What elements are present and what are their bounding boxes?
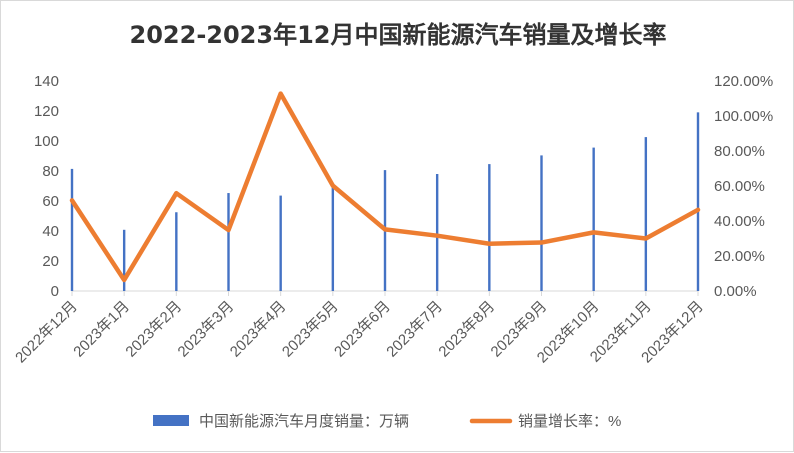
y-right-tick-label: 60.00% — [714, 178, 765, 195]
bar — [696, 112, 700, 291]
x-tick-label: 2023年4月 — [227, 298, 290, 361]
growth-rate-line — [69, 91, 701, 283]
bar — [122, 229, 126, 291]
bar — [175, 212, 178, 291]
y-left-tick-label: 140 — [34, 73, 59, 90]
y-left-tick-label: 40 — [42, 223, 59, 240]
x-tick-label: 2023年3月 — [175, 298, 238, 361]
legend-label-line: 销量增长率：% — [518, 413, 621, 430]
bar — [435, 174, 439, 291]
bar — [227, 193, 230, 291]
chart-title: 2022-2023年12月中国新能源汽车销量及增长率 — [129, 21, 667, 49]
x-tick-label: 2023年2月 — [122, 298, 185, 361]
y-right-tick-label: 0.00% — [714, 283, 757, 300]
bar — [488, 164, 491, 291]
x-tick-label: 2023年1月 — [70, 298, 133, 361]
bar — [279, 195, 282, 291]
bar — [644, 137, 648, 291]
y-left-tick-label: 20 — [42, 253, 59, 270]
y-left-tick-label: 120 — [34, 103, 59, 120]
y-right-tick-label: 100.00% — [714, 108, 773, 125]
x-tick-label: 2023年8月 — [435, 298, 498, 361]
y-left-tick-label: 100 — [34, 133, 59, 150]
x-tick-label: 2023年5月 — [279, 298, 342, 361]
bar — [540, 155, 543, 291]
legend-swatch-bar — [153, 415, 189, 426]
x-tick-label: 2022年12月 — [12, 298, 81, 367]
y-right-tick-label: 40.00% — [714, 213, 765, 230]
y-right-tick-label: 80.00% — [714, 143, 765, 160]
bar — [70, 168, 74, 291]
bar — [592, 147, 595, 291]
y-left-tick-label: 80 — [42, 163, 59, 180]
x-tick-label: 2023年7月 — [383, 298, 446, 361]
x-tick-label: 2023年6月 — [331, 298, 394, 361]
bar — [331, 183, 335, 291]
y-left-tick-label: 60 — [42, 193, 59, 210]
legend-label-bar: 中国新能源汽车月度销量：万辆 — [199, 413, 409, 430]
y-right-tick-label: 120.00% — [714, 73, 773, 90]
y-left-tick-label: 0 — [51, 283, 59, 300]
y-right-tick-label: 20.00% — [714, 248, 765, 265]
